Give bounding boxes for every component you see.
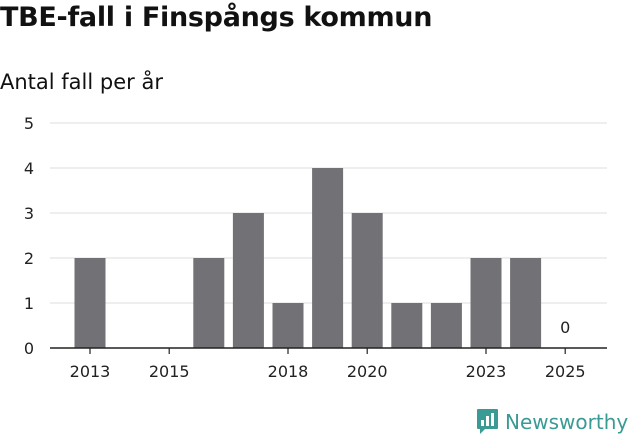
x-tick-label-2020: 2020 <box>347 362 388 381</box>
data-label-2025: 0 <box>560 318 570 337</box>
chart-title: TBE-fall i Finspångs kommun <box>0 2 433 33</box>
x-axis: 2013 2015 2018 2020 2023 2025 <box>50 347 607 381</box>
newsworthy-wordmark: Newsworthy <box>505 409 629 434</box>
chart-subtitle: Antal fall per år <box>0 70 163 94</box>
bar-2021 <box>391 303 423 348</box>
x-tick-label-2023: 2023 <box>466 362 507 381</box>
x-tick-label-2013: 2013 <box>70 362 111 381</box>
y-tick-label-4: 4 <box>24 159 34 178</box>
bar-2024 <box>510 258 542 348</box>
bar-2017 <box>232 213 264 348</box>
bar-2022 <box>430 303 462 348</box>
bar-2023 <box>470 258 502 348</box>
bar-2016 <box>193 258 225 348</box>
y-axis-labels: 0 1 2 3 4 5 <box>24 114 34 358</box>
x-tick-label-2015: 2015 <box>149 362 190 381</box>
x-tick-label-2025: 2025 <box>545 362 586 381</box>
bar-2013 <box>74 258 106 348</box>
bar-chart: 0 1 2 3 4 5 2013 2015 2018 2020 2023 2025 0 <box>24 114 607 381</box>
bar-2018 <box>272 303 304 348</box>
newsworthy-logo: Newsworthy <box>476 408 628 435</box>
data-labels: 0 <box>560 318 570 337</box>
y-tick-label-5: 5 <box>24 114 34 133</box>
y-tick-label-1: 1 <box>24 294 34 313</box>
bar-2019 <box>312 168 344 348</box>
bar-2020 <box>351 213 383 348</box>
newsworthy-logo-icon <box>477 409 498 434</box>
y-tick-label-0: 0 <box>24 339 34 358</box>
y-tick-label-3: 3 <box>24 204 34 223</box>
bars <box>74 168 542 348</box>
x-tick-label-2018: 2018 <box>268 362 309 381</box>
y-tick-label-2: 2 <box>24 249 34 268</box>
